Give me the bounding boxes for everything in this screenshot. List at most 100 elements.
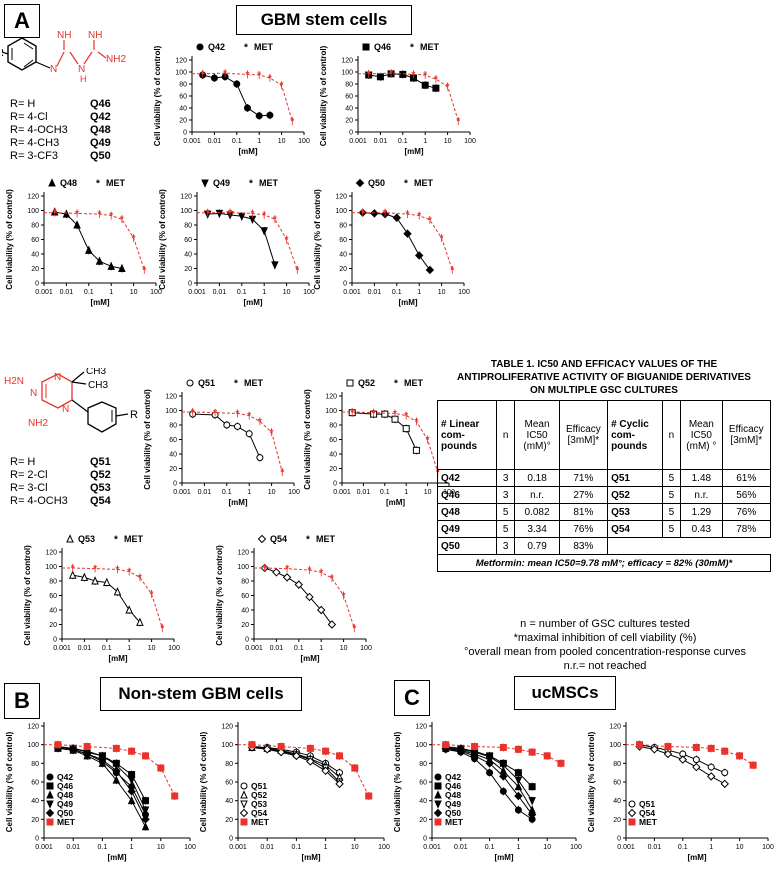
table-cell: Q50 bbox=[437, 537, 497, 555]
table-row: Q42 3 0.18 71% Q51 5 1.48 61% bbox=[437, 469, 772, 487]
table-cell: 5 bbox=[661, 503, 682, 521]
cyclic-structure: H2N N N NH2 N CH3 CH3 R bbox=[4, 368, 138, 433]
x-tick-label: 10 bbox=[543, 844, 551, 851]
point-q53 bbox=[68, 570, 77, 579]
point-q51 bbox=[233, 422, 241, 430]
point-met: * bbox=[228, 208, 232, 219]
point-met: * bbox=[120, 215, 124, 226]
point-q42 bbox=[243, 104, 251, 112]
legend-label-q51: Q51 bbox=[251, 781, 267, 791]
table-header: Efficacy [3mM]* bbox=[721, 400, 772, 470]
y-tick-label: 80 bbox=[31, 223, 39, 230]
legend-label-q54: Q54 bbox=[270, 534, 287, 544]
legend-marker-q54 bbox=[257, 534, 267, 544]
point-q54 bbox=[305, 592, 314, 602]
point-met: * bbox=[350, 407, 354, 418]
chart-nonstem-cyclic: 0 20 40 60 80 100 120 0.001 0.01 0.1 1 10 100 [mM] Cel… bbox=[199, 722, 390, 862]
y-axis-label: Cell viability (% of control) bbox=[5, 731, 14, 832]
y-tick-label: 20 bbox=[613, 817, 621, 824]
y-tick-label: 20 bbox=[179, 118, 187, 125]
x-tick-label: 0.1 bbox=[237, 289, 247, 296]
legend-marker-met: * bbox=[244, 43, 248, 54]
y-tick-label: 80 bbox=[339, 223, 347, 230]
x-tick-label: 0.001 bbox=[343, 289, 361, 296]
point-q50 bbox=[68, 745, 78, 754]
chart-nonstem-linear: 0 20 40 60 80 100 120 0.001 0.01 0.1 1 10 100 [mM] Cel… bbox=[5, 722, 196, 862]
y-tick-label: 20 bbox=[329, 466, 337, 473]
y-tick-label: 100 bbox=[27, 742, 39, 749]
y-tick-label: 40 bbox=[419, 798, 427, 805]
legend-marker-q42 bbox=[196, 43, 204, 51]
table-header: n bbox=[495, 400, 516, 470]
y-tick-label: 120 bbox=[415, 724, 427, 731]
x-tick-label: 1 bbox=[109, 289, 113, 296]
chart-gsc-q54: 0 20 40 60 80 100 120 0.001 0.01 0.1 1 10 100 [mM] Cel… bbox=[215, 534, 372, 663]
table-header: n bbox=[661, 400, 682, 470]
x-tick-label: 0.001 bbox=[245, 645, 263, 652]
legend-marker-q46 bbox=[434, 782, 442, 790]
point-met: * bbox=[285, 235, 289, 246]
table-cell: 71% bbox=[558, 469, 609, 487]
point-q50 bbox=[456, 746, 466, 756]
cyclic-r-label: R bbox=[130, 409, 138, 421]
x-tick-label: 10 bbox=[157, 844, 165, 851]
linear-atom-h: H bbox=[80, 74, 87, 84]
curve-met bbox=[342, 411, 439, 473]
legend-label-q52: Q52 bbox=[358, 378, 375, 388]
table-cell: 5 bbox=[495, 520, 516, 538]
curve-met bbox=[44, 212, 145, 271]
y-tick-label: 100 bbox=[341, 70, 353, 77]
y-tick-label: 40 bbox=[613, 798, 621, 805]
point-q49 bbox=[485, 753, 494, 762]
linear-atom-nh1: NH bbox=[57, 30, 71, 41]
point-met: * bbox=[404, 411, 408, 422]
y-tick-label: 20 bbox=[49, 622, 57, 629]
table-cell: 3.34 bbox=[514, 520, 560, 538]
legend-marker-met: * bbox=[234, 379, 238, 390]
legend-marker-met: * bbox=[96, 179, 100, 190]
curve-met bbox=[192, 72, 293, 122]
point-met bbox=[54, 741, 62, 749]
table-row: Q50 3 0.79 83% bbox=[437, 537, 771, 555]
table-cell: Q48 bbox=[437, 503, 497, 521]
chart-gsc-q42: 0 20 40 60 80 100 120 0.001 0.01 0.1 1 10 100 [mM] Cel… bbox=[153, 42, 310, 156]
point-met: * bbox=[201, 69, 205, 80]
table-cell: n.r. bbox=[514, 486, 560, 504]
point-met: * bbox=[295, 265, 299, 276]
point-met bbox=[707, 744, 715, 752]
point-met: * bbox=[206, 208, 210, 219]
y-axis-label: Cell viability (% of control) bbox=[158, 189, 167, 290]
curve-met bbox=[182, 411, 283, 473]
y-tick-label: 60 bbox=[225, 780, 233, 787]
point-met: * bbox=[361, 208, 365, 219]
point-met: * bbox=[319, 568, 323, 579]
point-met: * bbox=[138, 573, 142, 584]
chart-gsc-q53: 0 20 40 60 80 100 120 0.001 0.01 0.1 1 10 100 [mM] Cel… bbox=[23, 534, 180, 663]
point-met: * bbox=[446, 82, 450, 93]
point-met: * bbox=[247, 411, 251, 422]
point-q51 bbox=[707, 763, 715, 771]
table-cell: 83% bbox=[558, 537, 609, 555]
panel-a-letter: A bbox=[4, 4, 40, 38]
x-tick-label: 0.01 bbox=[66, 844, 80, 851]
legend-label-q42: Q42 bbox=[208, 42, 225, 52]
x-tick-label: 1 bbox=[319, 645, 323, 652]
y-tick-label: 60 bbox=[419, 780, 427, 787]
legend-label-q48: Q48 bbox=[60, 178, 77, 188]
legend-marker-met: * bbox=[306, 535, 310, 546]
x-axis-label: [mM] bbox=[228, 498, 247, 507]
x-tick-label: 1 bbox=[247, 489, 251, 496]
point-q42 bbox=[255, 112, 263, 120]
curve-met bbox=[254, 567, 355, 629]
y-tick-label: 80 bbox=[329, 423, 337, 430]
legend-label-met: MET bbox=[57, 817, 76, 827]
point-q48 bbox=[141, 822, 150, 831]
point-q48 bbox=[127, 795, 136, 805]
point-met: * bbox=[98, 210, 102, 221]
curve-met bbox=[358, 72, 459, 122]
legend-marker-met bbox=[434, 818, 442, 826]
x-tick-label: 0.001 bbox=[617, 844, 635, 851]
y-tick-label: 120 bbox=[221, 724, 233, 731]
point-q46 bbox=[514, 769, 522, 777]
